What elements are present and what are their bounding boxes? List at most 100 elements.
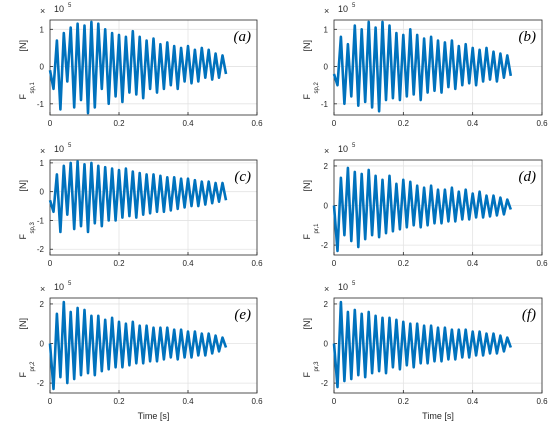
y-axis-label-symbol: F [18,94,28,100]
x-tick-label: 0.4 [467,259,479,268]
exponent-base: 10 [338,144,348,154]
series-line [332,166,513,253]
x-tick-label: 0.2 [398,397,410,406]
y-tick-label: 0 [324,63,329,72]
x-axis-label: Time [s] [422,411,454,421]
x-tick-label: 0 [332,397,337,406]
panel-tag: (f) [522,307,536,323]
panel-tag: (e) [234,307,251,323]
y-axis-label-unit: [N] [18,180,28,192]
y-axis-label: Fpr,1 [N] [302,180,320,240]
y-tick-label: -1 [321,100,329,109]
y-tick-label: 0 [324,202,329,211]
axes-frame [49,19,258,116]
y-tick-label: -2 [321,379,329,388]
y-axis-label-symbol: F [302,94,312,100]
y-axis-label-subscript: sp,3 [30,221,36,233]
panel-tag: (b) [519,29,537,45]
series-line [48,20,228,115]
y-axis-label: Fsp,3 [N] [18,180,36,240]
exponent-times-sign: × [324,6,329,16]
y-axis-label-subscript: pr,2 [30,361,36,372]
y-axis-label-unit: [N] [302,180,312,192]
x-tick-label: 0.2 [398,119,410,128]
x-tick-label: 0.2 [113,119,125,128]
y-tick-label: 1 [40,25,45,34]
y-tick-label: -1 [37,100,45,109]
x-tick-label: 0.6 [536,119,548,128]
panel-tag: (c) [234,169,251,185]
series-line [48,300,228,391]
y-tick-label: 1 [324,25,329,34]
x-tick-label: 0.2 [113,259,125,268]
axes-frame [333,19,543,116]
y-axis-label: Fsp,1 [N] [18,40,36,100]
exponent-times-sign: × [40,6,45,16]
y-axis-label: Fpr,3 [N] [302,318,320,378]
y-axis-label-unit: [N] [302,40,312,52]
x-tick-label: 0.6 [251,259,263,268]
y-tick-label: -2 [37,379,45,388]
y-tick-label: 1 [40,159,45,168]
x-tick-label: 0 [48,119,53,128]
exponent-power: 5 [68,3,72,9]
y-axis-label-unit: [N] [302,318,312,330]
series-line [332,20,513,113]
series-line [332,300,513,389]
x-tick-label: 0 [332,259,337,268]
x-tick-label: 0.4 [182,119,194,128]
exponent-times-sign: × [40,146,45,156]
y-axis-label-symbol: F [18,372,28,378]
panel-tag: (d) [519,169,537,185]
y-tick-label: 2 [324,300,329,309]
exponent-base: 10 [54,282,64,292]
y-tick-label: 2 [40,300,45,309]
exponent-power: 5 [68,281,72,287]
exponent-times-sign: × [324,284,329,294]
x-tick-label: 0.6 [536,397,548,406]
series-line [48,160,228,234]
y-axis-label: Fsp,2 [N] [302,40,320,100]
y-tick-label: -2 [321,241,329,250]
x-tick-label: 0.4 [182,259,194,268]
exponent-power: 5 [352,281,356,287]
y-axis-label-unit: [N] [18,40,28,52]
x-tick-label: 0.6 [251,119,263,128]
x-tick-label: 0.2 [113,397,125,406]
x-tick-label: 0.6 [251,397,263,406]
axes-frame [49,159,258,256]
y-tick-label: 2 [324,162,329,171]
x-axis-label: Time [s] [138,411,170,421]
exponent-times-sign: × [40,284,45,294]
x-tick-label: 0.4 [467,119,479,128]
panel-tag: (a) [234,29,252,45]
y-axis-label: Fpr,2 [N] [18,318,36,378]
y-axis-label-unit: [N] [18,318,28,330]
exponent-base: 10 [338,282,348,292]
y-tick-label: 0 [40,340,45,349]
y-axis-label-symbol: F [302,372,312,378]
exponent-power: 5 [352,3,356,9]
y-tick-label: 0 [40,188,45,197]
x-tick-label: 0 [48,397,53,406]
exponent-times-sign: × [324,146,329,156]
exponent-base: 10 [54,4,64,14]
x-tick-label: 0.4 [467,397,479,406]
y-axis-label-subscript: sp,1 [30,81,36,93]
x-tick-label: 0.2 [398,259,410,268]
y-axis-label-subscript: sp,2 [314,81,320,93]
y-axis-label-subscript: pr,1 [314,223,320,234]
exponent-power: 5 [352,143,356,149]
y-tick-label: 0 [40,63,45,72]
y-tick-label: 0 [324,340,329,349]
y-tick-label: -1 [37,216,45,225]
y-axis-label-symbol: F [302,234,312,240]
x-tick-label: 0.6 [536,259,548,268]
